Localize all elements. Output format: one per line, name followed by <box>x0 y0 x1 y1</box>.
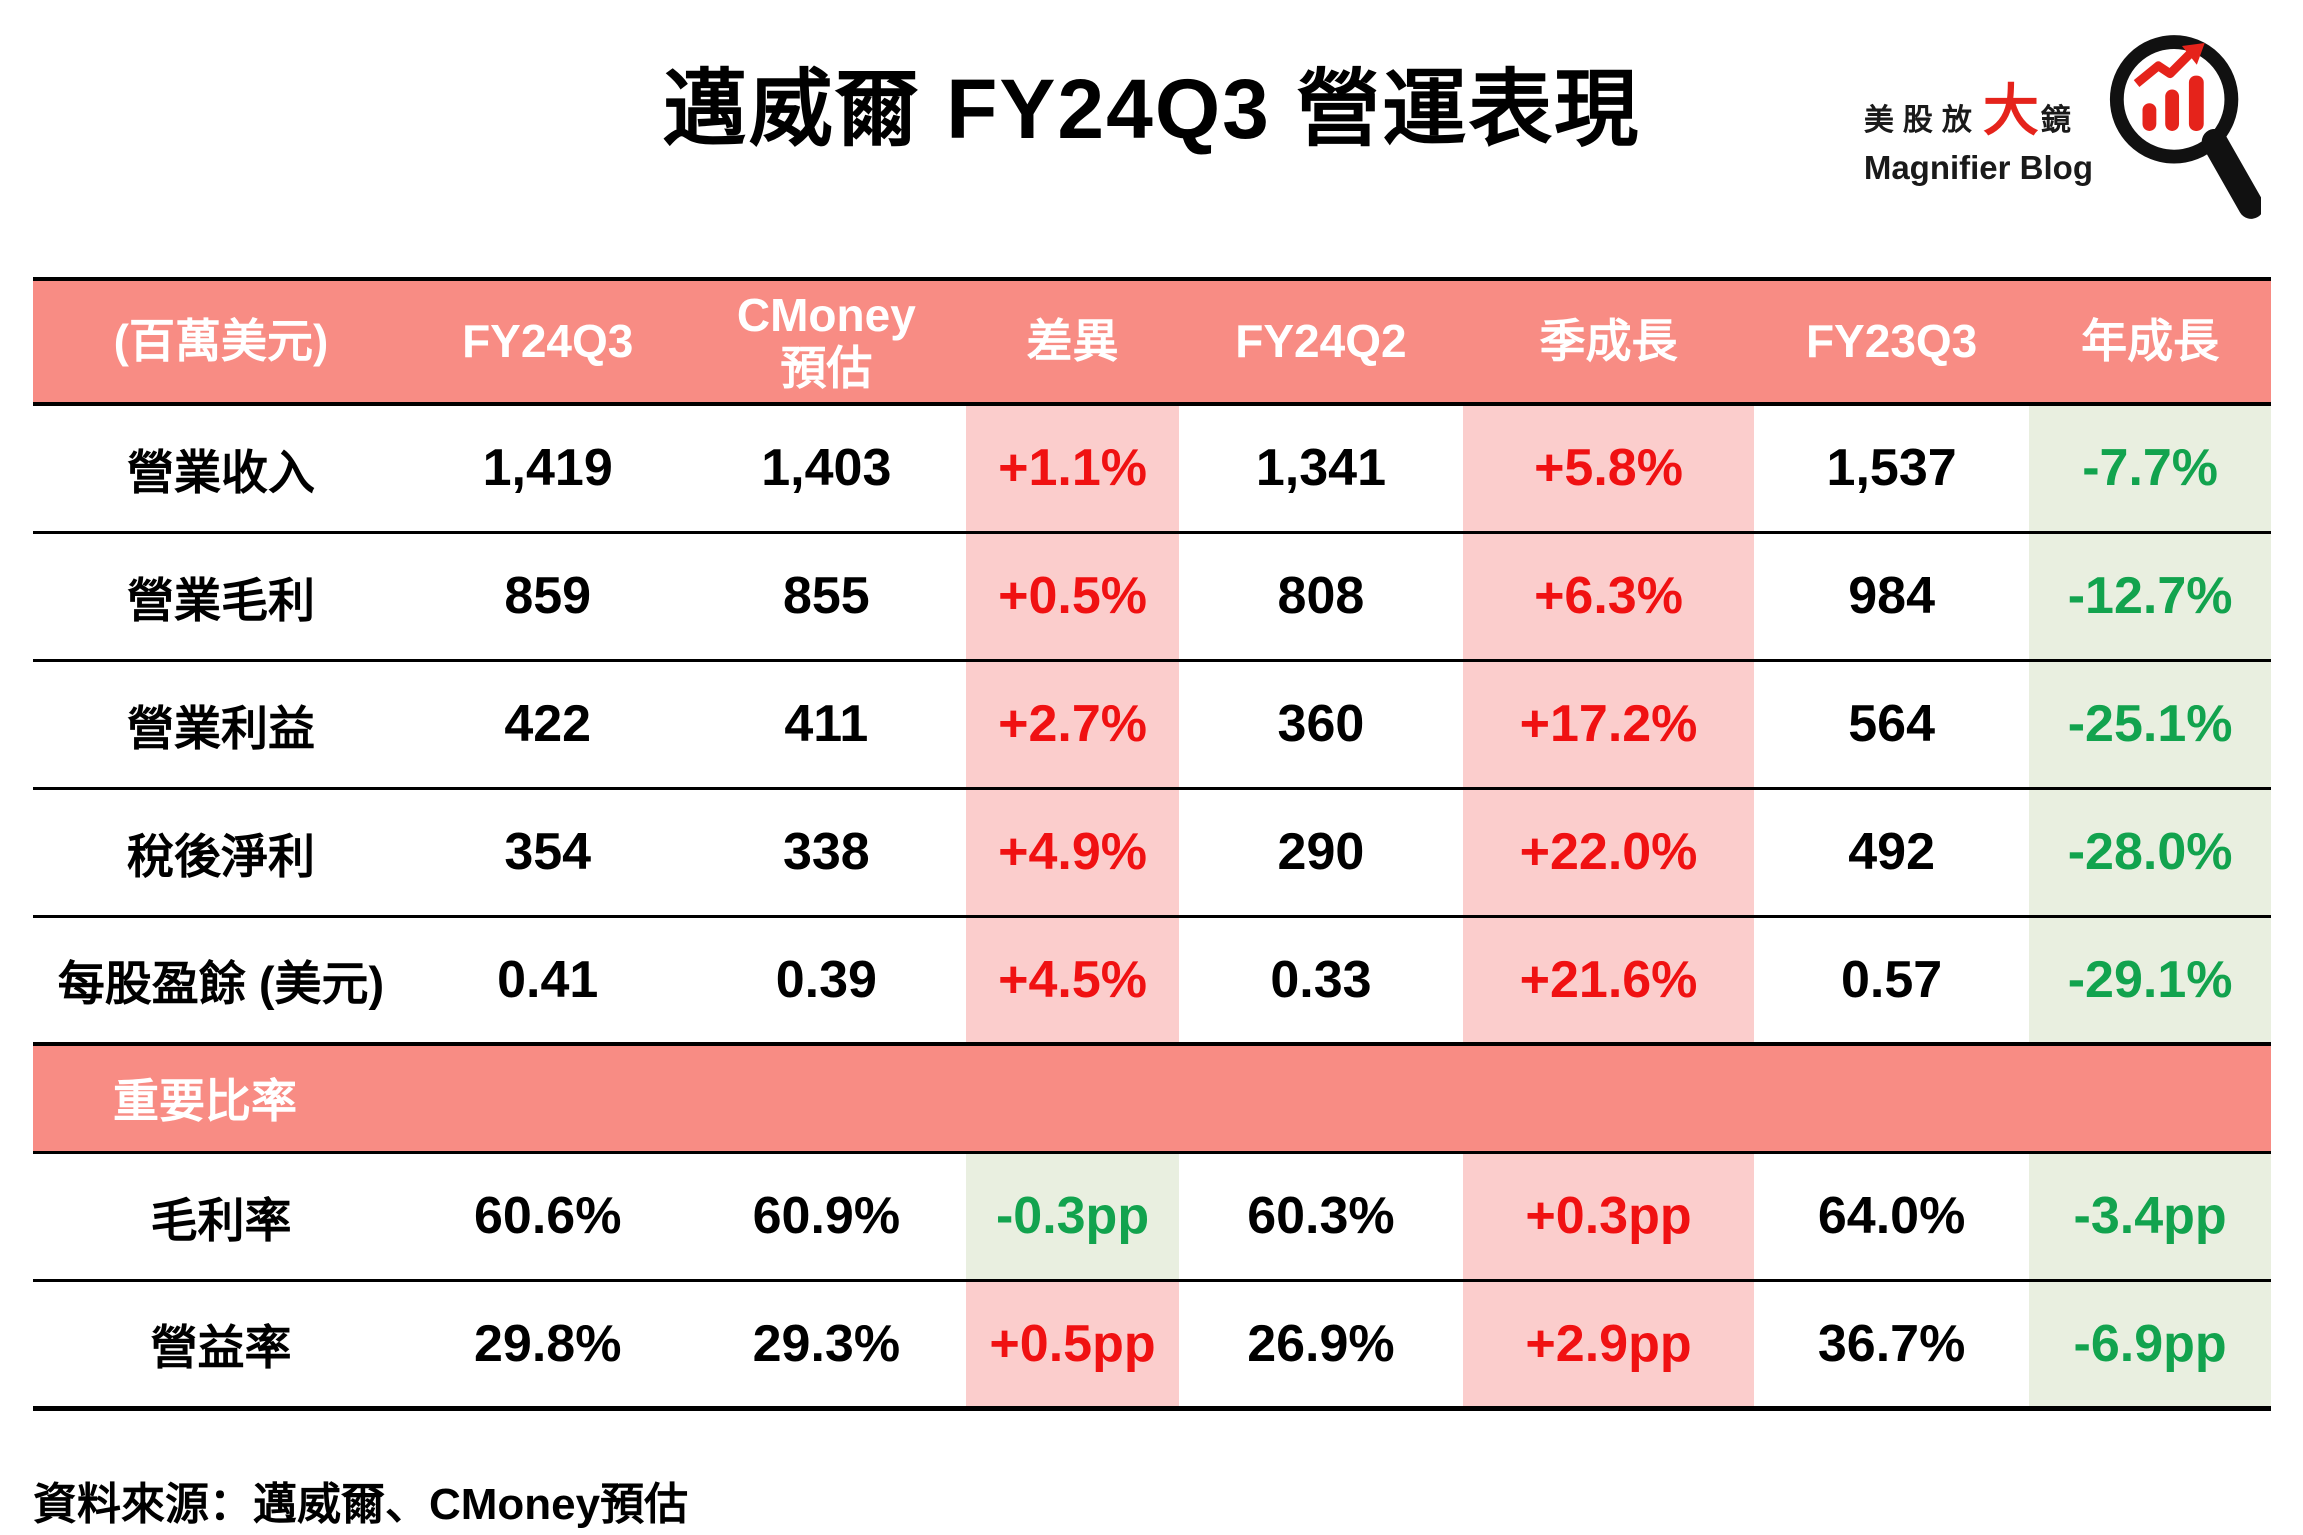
table-cell: +17.2% <box>1463 660 1754 788</box>
ratio-rows-body: 毛利率 60.6% 60.9% -0.3pp 60.3% +0.3pp 64.0% -3.4p… <box>33 1152 2271 1408</box>
header-fy24q3: FY24Q3 <box>408 279 687 404</box>
table-cell: +0.5% <box>966 532 1179 660</box>
header-unit: (百萬美元) <box>33 279 409 404</box>
table-cell: +22.0% <box>1463 788 1754 916</box>
table-cell: 1,341 <box>1255 439 1386 498</box>
table-cell: 0.39 <box>775 950 877 1009</box>
table-cell: 0.57 <box>1841 950 1943 1009</box>
row-label: 稅後淨利 <box>126 829 315 883</box>
table-cell: 1,403 <box>761 439 892 498</box>
financial-results-table: (百萬美元) FY24Q3 CMoney 預估 差異 FY24Q2 季成長 FY… <box>33 277 2271 1411</box>
table-cell: +4.9% <box>966 788 1179 916</box>
table-cell: 338 <box>782 823 870 881</box>
table-cell: 26.9% <box>1247 1314 1395 1373</box>
table-cell: -7.7% <box>2029 404 2271 532</box>
table-cell: 29.3% <box>752 1314 901 1373</box>
row-label: 毛利率 <box>150 1193 292 1247</box>
logo-brand-cjk: 美股放 大 鏡 <box>1864 66 2093 147</box>
logo-brand-prefix: 美股放 <box>1863 103 1981 137</box>
header-cmoney-estimate: CMoney 預估 <box>686 279 967 404</box>
table-cell: +4.5% <box>966 916 1179 1044</box>
table-cell: 60.9% <box>752 1187 901 1245</box>
table-cell: 0.33 <box>1270 950 1372 1009</box>
table-cell: +21.6% <box>1463 916 1754 1044</box>
table-cell: -12.7% <box>2029 532 2271 660</box>
table-cell: 492 <box>1848 823 1935 881</box>
table-cell: 64.0% <box>1817 1187 1966 1245</box>
table-cell: 859 <box>504 567 592 625</box>
table-cell: 422 <box>504 695 592 753</box>
table-cell: -28.0% <box>2029 788 2271 916</box>
table-row: 營業毛利 859 855 +0.5% 808 +6.3% 984 -12.7% <box>33 532 2271 660</box>
table-cell: 0.41 <box>497 950 599 1009</box>
row-label: 營業毛利 <box>126 573 315 627</box>
header-fy23q3: FY23Q3 <box>1753 279 2030 404</box>
data-source-note: 資料來源：邁威爾、CMoney預估 <box>33 1480 689 1529</box>
table-row: 營業利益 422 411 +2.7% 360 +17.2% 564 -25.1% <box>33 660 2271 788</box>
table-row: 毛利率 60.6% 60.9% -0.3pp 60.3% +0.3pp 64.0% -3.4p… <box>33 1152 2271 1280</box>
table-row: 營益率 29.8% 29.3% +0.5pp 26.9% +2.9pp 36.7% -6.9p… <box>33 1280 2271 1408</box>
row-label: 營益率 <box>150 1321 292 1374</box>
table-cell: 855 <box>782 567 870 625</box>
row-label: 營業收入 <box>126 445 315 499</box>
logo-text: 美股放 大 鏡 Magnifier Blog <box>1864 66 2093 187</box>
table-cell: +1.1% <box>966 404 1179 532</box>
table-row: 營業收入 1,419 1,403 +1.1% 1,341 +5.8% 1,537 -7.7% <box>33 404 2271 532</box>
row-label: 每股盈餘 (美元) <box>57 957 385 1011</box>
table-cell: 808 <box>1277 567 1365 625</box>
logo-brand-big-char: 大 <box>1982 78 2039 142</box>
table-cell: -6.9pp <box>2029 1280 2271 1408</box>
row-label: 營業利益 <box>126 701 315 755</box>
table-cell: +6.3% <box>1463 532 1754 660</box>
magnifier-blog-logo: 美股放 大 鏡 Magnifier Blog <box>1864 22 2261 230</box>
header-row: (百萬美元) FY24Q3 CMoney 預估 差異 FY24Q2 季成長 FY… <box>33 279 2271 404</box>
table-cell: 564 <box>1848 695 1935 753</box>
table-cell: 1,419 <box>482 439 613 498</box>
table-cell: 29.8% <box>473 1314 622 1373</box>
table-cell: -29.1% <box>2029 916 2271 1044</box>
section-body: 重要比率 <box>33 1044 2271 1152</box>
table-cell: 290 <box>1277 823 1365 881</box>
table-cell: -25.1% <box>2029 660 2271 788</box>
table-cell: 36.7% <box>1817 1314 1966 1373</box>
table-cell: +2.7% <box>966 660 1179 788</box>
financial-rows-body: 營業收入 1,419 1,403 +1.1% 1,341 +5.8% 1,537 -7.7% 營… <box>33 404 2271 1044</box>
table-cell: +2.9pp <box>1463 1280 1754 1408</box>
header-fy24q2: FY24Q2 <box>1178 279 1464 404</box>
table-row: 每股盈餘 (美元) 0.41 0.39 +4.5% 0.33 +21.6% 0.57 -29.… <box>33 916 2271 1044</box>
table-cell: 60.6% <box>473 1187 622 1245</box>
table-cell: +0.5pp <box>966 1280 1179 1408</box>
header-qoq-growth: 季成長 <box>1463 279 1754 404</box>
table-cell: 411 <box>784 695 869 753</box>
section-header-row: 重要比率 <box>33 1044 2271 1152</box>
section-header-label: 重要比率 <box>33 1044 2271 1152</box>
table-header: (百萬美元) FY24Q3 CMoney 預估 差異 FY24Q2 季成長 FY… <box>33 279 2271 404</box>
page-title: 邁威爾 FY24Q3 營運表現 <box>662 62 1641 156</box>
table-cell: 60.3% <box>1247 1187 1395 1245</box>
table-cell: -3.4pp <box>2029 1152 2271 1280</box>
header-difference: 差異 <box>966 279 1179 404</box>
table-cell: 984 <box>1848 567 1935 625</box>
table-cell: +5.8% <box>1463 404 1754 532</box>
table-cell: +0.3pp <box>1463 1152 1754 1280</box>
table-row: 稅後淨利 354 338 +4.9% 290 +22.0% 492 -28.0% <box>33 788 2271 916</box>
magnifier-with-bar-chart-icon <box>2109 35 2261 219</box>
logo-brand-english: Magnifier Blog <box>1863 148 2093 186</box>
header-yoy-growth: 年成長 <box>2029 279 2271 404</box>
table-cell: -0.3pp <box>966 1152 1179 1280</box>
table-cell: 360 <box>1277 695 1365 753</box>
table-cell: 1,537 <box>1826 439 1957 498</box>
table-cell: 354 <box>504 823 592 881</box>
logo-brand-suffix: 鏡 <box>2040 103 2080 137</box>
